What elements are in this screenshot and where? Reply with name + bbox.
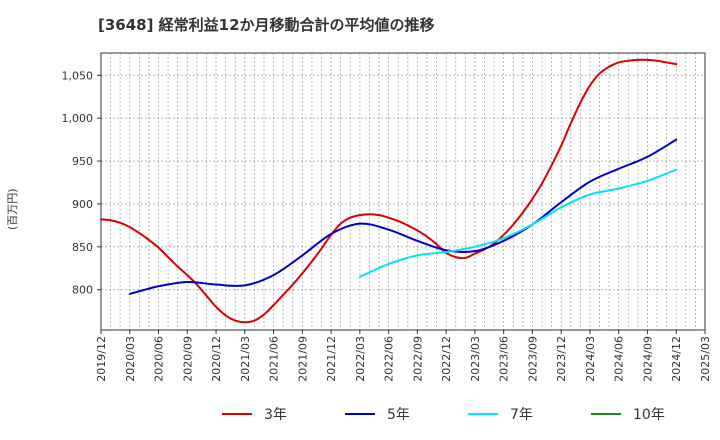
series-line-7年 <box>358 168 678 278</box>
x-tick-label: 2020/06 <box>153 336 166 382</box>
x-tick-label: 2020/09 <box>181 336 194 382</box>
x-tick-label: 2022/09 <box>411 336 424 382</box>
y-tick-label: 1,050 <box>62 69 94 82</box>
legend-label: 3年 <box>264 407 287 423</box>
y-tick-label: 900 <box>72 198 93 211</box>
x-tick-label: 2021/09 <box>296 336 309 382</box>
series-line-5年 <box>128 138 678 295</box>
x-tick-label: 2024/06 <box>613 336 626 382</box>
x-tick-label: 2020/03 <box>124 336 137 382</box>
x-tick-label: 2022/06 <box>383 336 396 382</box>
x-tick-label: 2021/06 <box>268 336 281 382</box>
x-tick-label: 2021/12 <box>325 336 338 382</box>
x-axis-ticks: 2019/12 2020/03 2020/06 2020/09 2020/12 2021/… <box>95 330 712 382</box>
legend: 3年 5年 7年 10年 <box>222 407 665 423</box>
x-tick-label: 2024/03 <box>584 336 597 382</box>
legend-label: 10年 <box>633 407 665 423</box>
plot-area-frame <box>100 52 706 331</box>
y-tick-label: 850 <box>72 241 93 254</box>
legend-label: 7年 <box>510 407 533 423</box>
y-tick-label: 1,000 <box>62 112 94 125</box>
x-tick-label: 2021/03 <box>239 336 252 382</box>
series-lines <box>100 58 678 324</box>
grid <box>100 53 706 330</box>
y-tick-label: 800 <box>72 284 93 297</box>
x-tick-label: 2025/03 <box>699 336 712 382</box>
x-tick-label: 2022/03 <box>354 336 367 382</box>
x-tick-label: 2023/03 <box>469 336 482 382</box>
x-tick-label: 2024/12 <box>670 336 683 382</box>
x-tick-label: 2023/06 <box>498 336 511 382</box>
y-tick-label: 950 <box>72 155 93 168</box>
x-tick-label: 2024/09 <box>641 336 654 382</box>
x-tick-label: 2023/09 <box>526 336 539 382</box>
x-tick-label: 2022/12 <box>440 336 453 382</box>
series-line-3年 <box>100 58 678 324</box>
x-tick-label: 2023/12 <box>555 336 568 382</box>
x-tick-label: 2019/12 <box>95 336 108 382</box>
chart-title: [3648] 経常利益12か月移動合計の平均値の推移 <box>98 16 435 34</box>
x-tick-label: 2020/12 <box>210 336 223 382</box>
legend-label: 5年 <box>387 407 410 423</box>
y-axis-ticks: 800 850 900 950 1,000 1,050 <box>62 69 101 297</box>
